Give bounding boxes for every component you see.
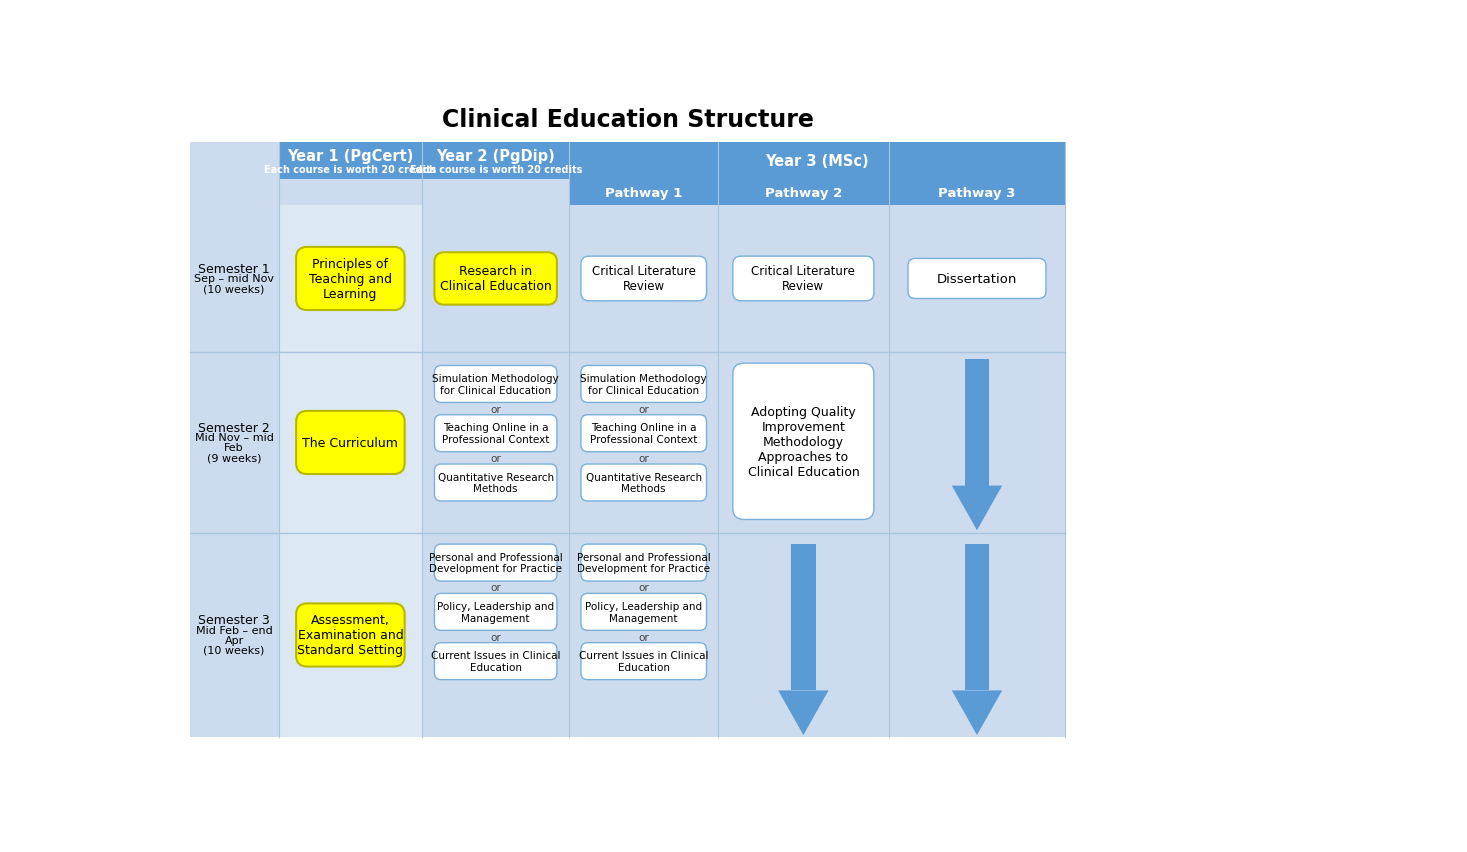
- Text: Quantitative Research
Methods: Quantitative Research Methods: [585, 472, 701, 493]
- FancyBboxPatch shape: [581, 256, 707, 302]
- Polygon shape: [952, 691, 1002, 735]
- Text: Policy, Leadership and
Management: Policy, Leadership and Management: [437, 602, 555, 623]
- Text: (10 weeks): (10 weeks): [204, 284, 266, 294]
- Text: Feb: Feb: [224, 443, 244, 453]
- Text: Semester 1: Semester 1: [198, 262, 270, 276]
- Text: Personal and Professional
Development for Practice: Personal and Professional Development fo…: [428, 552, 562, 573]
- FancyBboxPatch shape: [434, 415, 557, 452]
- Bar: [279, 143, 422, 737]
- FancyBboxPatch shape: [908, 259, 1046, 299]
- FancyBboxPatch shape: [581, 643, 707, 680]
- FancyBboxPatch shape: [581, 544, 707, 581]
- Text: Semester 2: Semester 2: [198, 422, 270, 435]
- Text: Pathway 1: Pathway 1: [604, 187, 682, 199]
- Bar: [189, 143, 1065, 737]
- Text: Sep – mid Nov: Sep – mid Nov: [194, 274, 274, 284]
- Text: or: or: [638, 453, 648, 463]
- FancyBboxPatch shape: [434, 464, 557, 501]
- Text: The Curriculum: The Curriculum: [302, 436, 399, 450]
- Text: or: or: [638, 583, 648, 592]
- Text: Apr: Apr: [224, 636, 244, 645]
- Text: Principles of
Teaching and
Learning: Principles of Teaching and Learning: [310, 257, 392, 301]
- Text: or: or: [638, 404, 648, 414]
- Bar: [569, 180, 719, 206]
- FancyBboxPatch shape: [296, 248, 405, 311]
- Text: Policy, Leadership and
Management: Policy, Leadership and Management: [585, 602, 703, 623]
- Text: Simulation Methodology
for Clinical Education: Simulation Methodology for Clinical Educ…: [433, 374, 559, 395]
- Text: Critical Literature
Review: Critical Literature Review: [751, 265, 855, 293]
- FancyBboxPatch shape: [296, 412, 405, 475]
- Text: Clinical Education Structure: Clinical Education Structure: [442, 108, 813, 132]
- Text: Research in
Clinical Education: Research in Clinical Education: [440, 265, 552, 293]
- Text: Year 2 (PgDip): Year 2 (PgDip): [436, 149, 555, 164]
- Text: Semester 3: Semester 3: [198, 613, 270, 627]
- Bar: [791, 544, 816, 691]
- Bar: [965, 360, 989, 486]
- Text: Dissertation: Dissertation: [937, 273, 1017, 285]
- Polygon shape: [952, 486, 1002, 531]
- Text: Teaching Online in a
Professional Context: Teaching Online in a Professional Contex…: [590, 423, 697, 445]
- FancyBboxPatch shape: [581, 415, 707, 452]
- Text: or: or: [490, 404, 502, 414]
- Text: or: or: [490, 453, 502, 463]
- Text: Year 3 (MSc): Year 3 (MSc): [766, 154, 868, 169]
- Bar: [189, 180, 565, 206]
- Bar: [569, 143, 1065, 180]
- FancyBboxPatch shape: [581, 366, 707, 403]
- Text: (9 weeks): (9 weeks): [207, 453, 261, 463]
- Text: or: or: [490, 632, 502, 642]
- Text: Personal and Professional
Development for Practice: Personal and Professional Development fo…: [577, 552, 710, 573]
- FancyBboxPatch shape: [581, 594, 707, 630]
- Text: Each course is worth 20 credits: Each course is worth 20 credits: [264, 164, 437, 175]
- Text: Adopting Quality
Improvement
Methodology
Approaches to
Clinical Education: Adopting Quality Improvement Methodology…: [748, 406, 860, 478]
- FancyBboxPatch shape: [734, 256, 874, 302]
- FancyBboxPatch shape: [434, 366, 557, 403]
- Text: Mid Nov – mid: Mid Nov – mid: [195, 433, 273, 443]
- FancyBboxPatch shape: [434, 643, 557, 680]
- Text: or: or: [490, 583, 502, 592]
- Bar: [279, 143, 422, 180]
- Text: or: or: [638, 632, 648, 642]
- Text: Quantitative Research
Methods: Quantitative Research Methods: [437, 472, 553, 493]
- FancyBboxPatch shape: [434, 594, 557, 630]
- Bar: [889, 180, 1065, 206]
- Text: Each course is worth 20 credits: Each course is worth 20 credits: [409, 164, 582, 175]
- Text: (10 weeks): (10 weeks): [204, 645, 266, 655]
- FancyBboxPatch shape: [296, 604, 405, 667]
- Bar: [965, 544, 989, 691]
- Text: Simulation Methodology
for Clinical Education: Simulation Methodology for Clinical Educ…: [581, 374, 707, 395]
- Text: Current Issues in Clinical
Education: Current Issues in Clinical Education: [431, 651, 560, 672]
- Text: Critical Literature
Review: Critical Literature Review: [591, 265, 695, 293]
- Text: Year 1 (PgCert): Year 1 (PgCert): [288, 149, 414, 164]
- Bar: [189, 143, 279, 180]
- Bar: [422, 143, 569, 180]
- FancyBboxPatch shape: [734, 364, 874, 520]
- FancyBboxPatch shape: [581, 464, 707, 501]
- Text: Pathway 3: Pathway 3: [939, 187, 1015, 199]
- Bar: [422, 180, 569, 206]
- Text: Teaching Online in a
Professional Context: Teaching Online in a Professional Contex…: [442, 423, 549, 445]
- Text: Assessment,
Examination and
Standard Setting: Assessment, Examination and Standard Set…: [298, 613, 403, 657]
- FancyBboxPatch shape: [434, 253, 557, 305]
- Text: Pathway 2: Pathway 2: [764, 187, 842, 199]
- Polygon shape: [778, 691, 829, 735]
- Text: Current Issues in Clinical
Education: Current Issues in Clinical Education: [579, 651, 709, 672]
- FancyBboxPatch shape: [434, 544, 557, 581]
- Bar: [719, 180, 889, 206]
- Text: Mid Feb – end: Mid Feb – end: [195, 625, 273, 636]
